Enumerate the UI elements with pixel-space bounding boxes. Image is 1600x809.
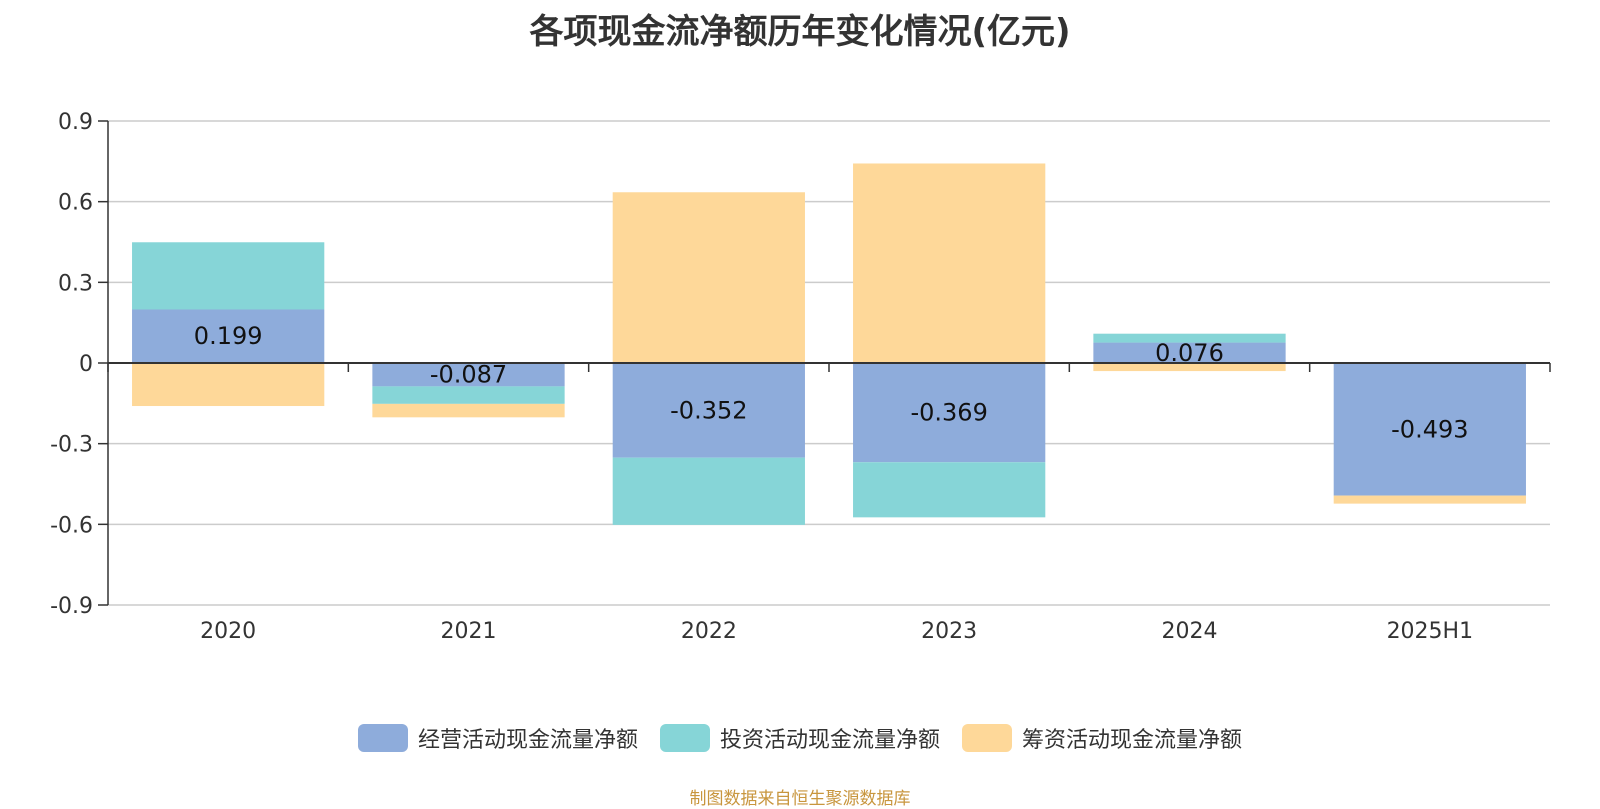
data-label-operating-2021: -0.087	[430, 361, 507, 389]
bar-operating-2020[interactable]	[132, 309, 325, 363]
data-label-operating-2020: 0.199	[194, 322, 263, 350]
bar-financing-2024[interactable]	[1093, 363, 1286, 372]
bar-financing-2025H1[interactable]	[1333, 495, 1526, 504]
bar-investing-2024[interactable]	[1093, 333, 1286, 343]
bar-operating-2021[interactable]	[372, 363, 565, 387]
chart-title: 各项现金流净额历年变化情况(亿元)	[529, 12, 1071, 52]
bar-operating-2023[interactable]	[853, 363, 1046, 463]
bar-operating-2022[interactable]	[612, 363, 805, 458]
y-tick-label: -0.6	[50, 513, 93, 538]
y-tick-label: 0	[79, 352, 93, 377]
bar-operating-2024[interactable]	[1093, 342, 1286, 363]
data-label-operating-2023: -0.369	[910, 399, 987, 427]
bar-financing-2023[interactable]	[853, 163, 1046, 363]
bar-operating-2025H1[interactable]	[1333, 363, 1526, 496]
y-tick-label: 0.9	[58, 110, 93, 135]
x-tick-label: 2020	[200, 619, 256, 644]
x-tick-label: 2023	[921, 619, 977, 644]
data-label-operating-2024: 0.076	[1155, 339, 1224, 367]
legend-swatch-financing	[962, 724, 1012, 752]
legend-label-financing: 筹资活动现金流量净额	[1022, 728, 1243, 753]
source-note: 制图数据来自恒生聚源数据库	[689, 789, 911, 809]
bar-financing-2021[interactable]	[372, 403, 565, 418]
legend-item-investing[interactable]: 投资活动现金流量净额	[659, 722, 940, 754]
legend-item-financing[interactable]: 筹资活动现金流量净额	[962, 722, 1242, 754]
grid-lines	[108, 120, 1550, 606]
y-tick-label: -0.9	[50, 594, 93, 619]
bar-investing-2020[interactable]	[132, 242, 325, 310]
x-tick-label: 2025H1	[1387, 619, 1474, 644]
legend-label-investing: 投资活动现金流量净额	[719, 728, 940, 753]
data-label-operating-2022: -0.352	[670, 396, 747, 424]
legend-swatch-operating	[357, 724, 408, 752]
x-tick-label: 2024	[1162, 619, 1218, 644]
bar-investing-2022[interactable]	[612, 457, 805, 525]
bar-investing-2023[interactable]	[853, 462, 1046, 518]
bar-financing-2022[interactable]	[612, 192, 805, 363]
legend-item-operating[interactable]: 经营活动现金流量净额	[357, 722, 638, 754]
legend-swatch-investing	[659, 724, 710, 752]
bar-financing-2020[interactable]	[132, 363, 325, 407]
bar-investing-2021[interactable]	[372, 386, 565, 404]
y-tick-label: -0.3	[50, 433, 93, 458]
chart-plot: 0.9 0.6 0.3 0 -0.3 -0.6 -0.9 2020 2021 2022 2023 20…	[50, 110, 1551, 644]
y-tick-label: 0.6	[58, 191, 93, 216]
y-tick-label: 0.3	[58, 271, 93, 296]
x-tick-label: 2021	[441, 619, 497, 644]
legend-label-operating: 经营活动现金流量净额	[417, 728, 638, 753]
x-tick-label: 2022	[681, 619, 737, 644]
data-label-operating-2025H1: -0.493	[1391, 415, 1468, 443]
axes: 0.9 0.6 0.3 0 -0.3 -0.6 -0.9 2020 2021 2022 2023 20…	[50, 110, 1551, 644]
legend: 经营活动现金流量净额 投资活动现金流量净额 筹资活动现金流量净额	[0, 722, 1600, 754]
data-labels: 0.199 -0.087 -0.352 -0.369 0.076 -0.493	[194, 322, 1469, 443]
bars	[132, 163, 1526, 525]
